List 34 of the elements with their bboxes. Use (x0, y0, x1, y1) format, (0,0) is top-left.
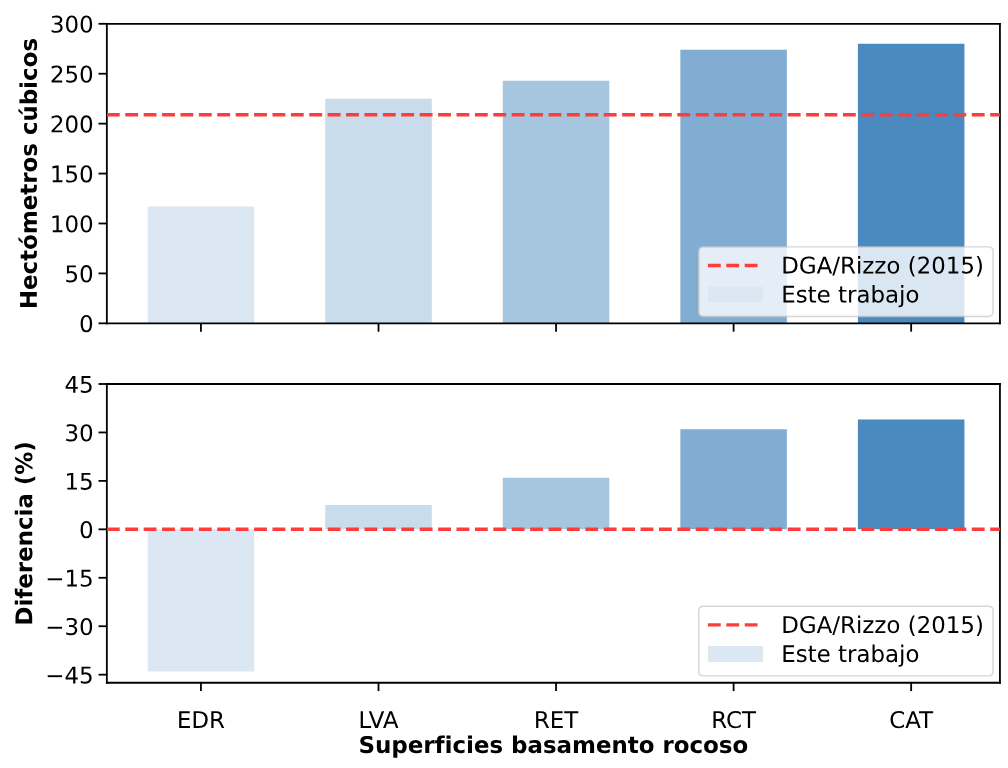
y-tick-label: 300 (51, 15, 93, 33)
x-tick-label: EDR (179, 711, 225, 728)
y-tick-label: 100 (52, 215, 93, 233)
y-axis-title: Diferencia (%) (14, 443, 36, 624)
bar (325, 505, 432, 530)
bar (502, 80, 610, 324)
y-tick-label: 0 (80, 521, 93, 539)
bar (502, 477, 610, 530)
y-tick-label: 200 (51, 115, 93, 133)
y-tick-label: −30 (47, 617, 93, 636)
y-axis-title: Hectómetros cúbicos (18, 39, 38, 308)
legend-label: Este trabajo (783, 285, 919, 308)
x-axis-title: Superficies basamento rocoso (360, 735, 748, 758)
x-tick-label: LVA (360, 711, 399, 728)
y-tick-label: −15 (47, 569, 92, 587)
y-tick-label: 30 (66, 424, 93, 442)
legend-label: Este trabajo (783, 644, 919, 667)
bar (325, 98, 432, 324)
x-tick-label: RCT (713, 710, 757, 729)
y-tick-label: 15 (67, 472, 92, 490)
bar (857, 419, 965, 530)
x-tick-label: CAT (890, 710, 934, 729)
y-tick-label: −45 (47, 666, 92, 684)
y-tick-label: 50 (66, 265, 93, 283)
bar (147, 529, 255, 672)
x-tick-label: RET (536, 711, 579, 728)
y-tick-label: 45 (65, 376, 92, 394)
legend-label: DGA/Rizzo (2015) (783, 256, 982, 277)
y-tick-label: 150 (52, 165, 93, 183)
bar (680, 429, 787, 530)
y-tick-label: 0 (80, 315, 93, 333)
y-tick-label: 250 (51, 65, 93, 83)
legend-label: DGA/Rizzo (2015) (783, 615, 982, 636)
bar (147, 206, 255, 324)
